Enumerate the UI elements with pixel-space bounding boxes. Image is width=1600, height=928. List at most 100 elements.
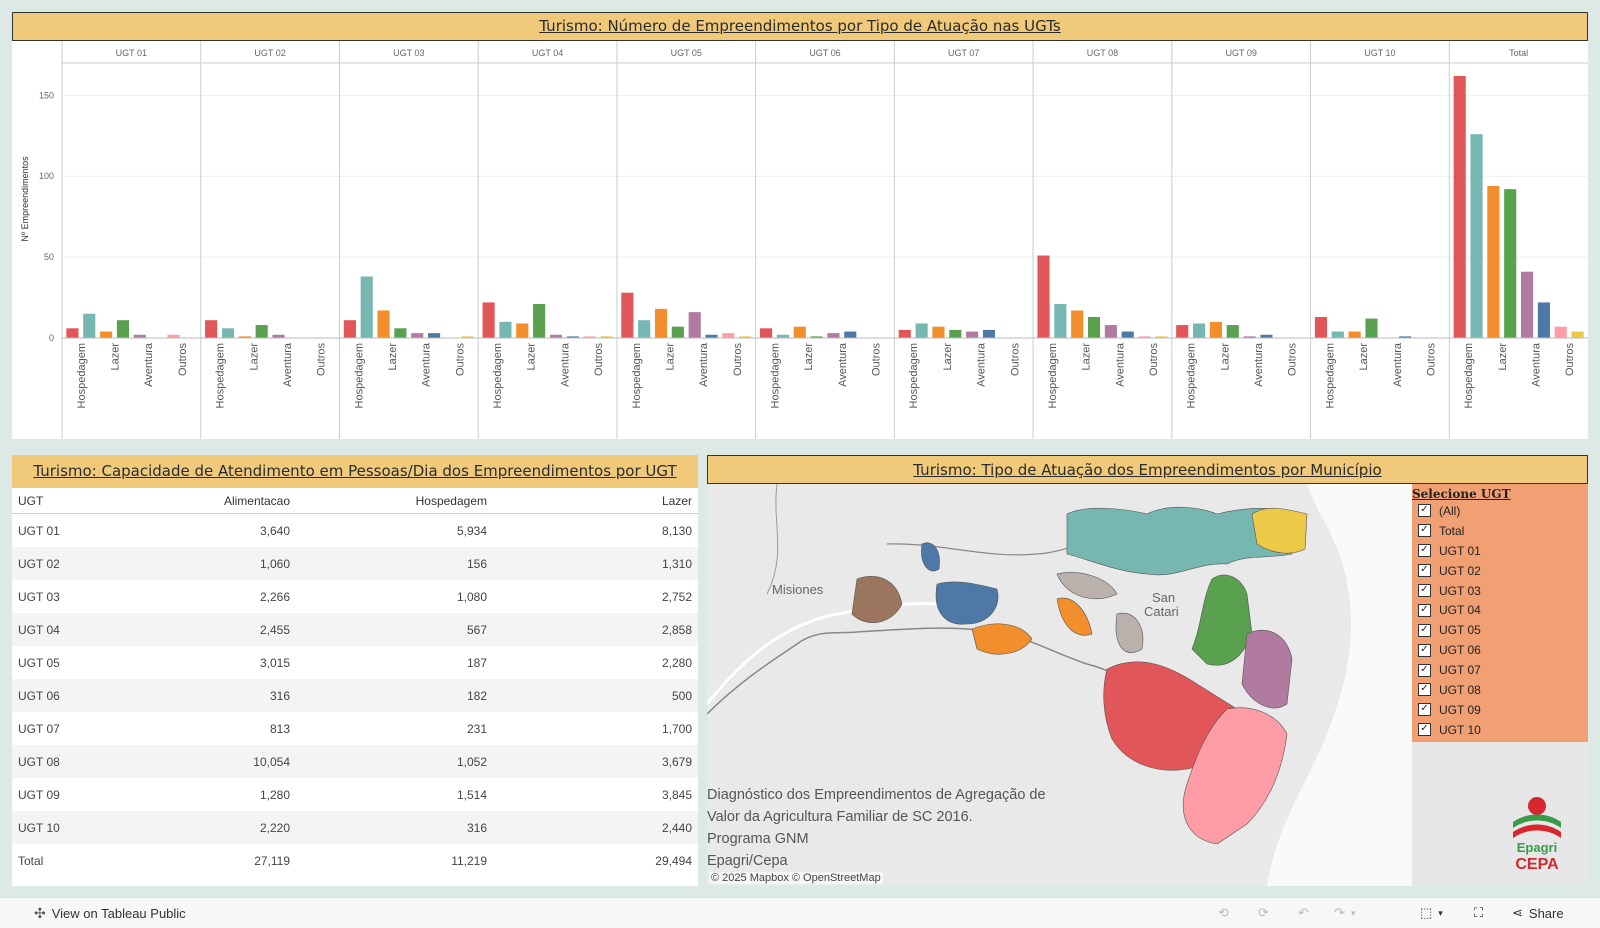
- bar: [1054, 304, 1067, 338]
- refresh-button[interactable]: ↷ ▾: [1334, 905, 1355, 921]
- cell-value: 8,130: [661, 523, 692, 538]
- region-ugt-orange[interactable]: [1056, 597, 1093, 636]
- cell-value: 1,514: [456, 787, 487, 802]
- tableau-icon: ✣: [34, 905, 46, 921]
- region-ugt-gray[interactable]: [1115, 612, 1144, 653]
- x-tick-label: Aventura: [837, 342, 849, 387]
- bar: [1487, 185, 1500, 338]
- checkbox-checked-icon[interactable]: ✓: [1418, 703, 1431, 717]
- panel-header-label: UGT 10: [1364, 48, 1395, 58]
- ocean: [1267, 484, 1412, 886]
- table-row[interactable]: UGT 09 1,280 1,514 3,845: [12, 778, 698, 811]
- checkbox-checked-icon[interactable]: ✓: [1418, 623, 1431, 637]
- redo-button[interactable]: ⟳: [1258, 905, 1269, 921]
- table-row[interactable]: UGT 03 2,266 1,080 2,752: [12, 580, 698, 613]
- view-on-tableau-link[interactable]: ✣ View on Tableau Public: [34, 905, 186, 922]
- fullscreen-button[interactable]: ⛶: [1474, 905, 1483, 921]
- region-ugt-orange[interactable]: [971, 623, 1033, 655]
- x-tick-label: Hospedagem: [1324, 343, 1336, 408]
- region-ugt-gray[interactable]: [1056, 572, 1118, 600]
- filter-option[interactable]: ✓ UGT 04: [1412, 600, 1588, 620]
- bar: [1260, 334, 1273, 338]
- table-row[interactable]: UGT 01 3,640 5,934 8,130: [12, 514, 698, 548]
- download-button[interactable]: ⬚ ▾: [1420, 905, 1443, 921]
- x-tick-label: Lazer: [110, 343, 122, 371]
- region-ugt-brown[interactable]: [851, 576, 903, 623]
- filter-option[interactable]: ✓ Total: [1412, 521, 1588, 541]
- bar: [428, 333, 441, 338]
- table-row[interactable]: UGT 05 3,015 187 2,280: [12, 646, 698, 679]
- checkbox-checked-icon[interactable]: ✓: [1418, 663, 1431, 677]
- view-on-tableau-label: View on Tableau Public: [51, 906, 186, 921]
- x-tick-label: Aventura: [698, 342, 710, 387]
- cell-value: 1,700: [661, 721, 692, 736]
- checkbox-checked-icon[interactable]: ✓: [1418, 524, 1431, 538]
- bar: [1037, 255, 1050, 338]
- checkbox-checked-icon[interactable]: ✓: [1418, 723, 1431, 737]
- table-row[interactable]: UGT 10 2,220 316 2,440: [12, 811, 698, 844]
- bar: [1176, 325, 1189, 338]
- capacity-table: UGT Alimentacao Hospedagem Lazer UGT 01 3…: [12, 488, 698, 877]
- checkbox-checked-icon[interactable]: ✓: [1418, 643, 1431, 657]
- table-row[interactable]: UGT 07 813 231 1,700: [12, 712, 698, 745]
- filter-option[interactable]: ✓ UGT 01: [1412, 541, 1588, 561]
- filter-option[interactable]: ✓ UGT 06: [1412, 640, 1588, 660]
- cell-value: 1,052: [296, 745, 493, 778]
- checkbox-checked-icon[interactable]: ✓: [1418, 544, 1431, 558]
- bar: [688, 312, 701, 338]
- filter-option[interactable]: ✓ (All): [1412, 501, 1588, 521]
- checkbox-checked-icon[interactable]: ✓: [1418, 603, 1431, 617]
- col-header-ugt: UGT: [12, 488, 119, 514]
- bar: [533, 304, 546, 338]
- checkbox-checked-icon[interactable]: ✓: [1418, 584, 1431, 597]
- region-ugt-blue[interactable]: [935, 581, 999, 625]
- cell-value: 2,752: [661, 589, 692, 604]
- map-panel[interactable]: Misiones San Catari Diagnóstico dos Empr…: [707, 484, 1588, 886]
- panel-header-label: UGT 04: [532, 48, 563, 58]
- filter-option[interactable]: ✓ UGT 03: [1412, 581, 1588, 601]
- filter-option[interactable]: ✓ UGT 07: [1412, 660, 1588, 680]
- table-row[interactable]: UGT 08 10,054 1,052 3,679: [12, 745, 698, 778]
- checkbox-checked-icon[interactable]: ✓: [1418, 683, 1431, 697]
- checkbox-checked-icon[interactable]: ✓: [1418, 564, 1431, 578]
- undo-button[interactable]: ⟲: [1218, 905, 1229, 921]
- x-tick-label: Lazer: [1081, 343, 1093, 371]
- region-ugt-pink[interactable]: [1183, 707, 1288, 845]
- bar: [255, 325, 268, 338]
- checkbox-checked-icon[interactable]: ✓: [1418, 504, 1431, 518]
- region-ugt-green[interactable]: [1191, 574, 1253, 666]
- label-misiones: Misiones: [772, 582, 824, 597]
- table-row[interactable]: UGT 04 2,455 567 2,858: [12, 613, 698, 646]
- table-row[interactable]: UGT 02 1,060 156 1,310: [12, 547, 698, 580]
- table-row[interactable]: Total 27,119 11,219 29,494: [12, 844, 698, 877]
- share-button[interactable]: ⋖ Share: [1512, 905, 1564, 921]
- ugt-filter[interactable]: Selecione UGT ✓ (All) ✓ Total ✓ UGT 01 ✓ UGT 02…: [1412, 484, 1588, 742]
- filter-option-label: UGT 02: [1439, 563, 1481, 578]
- filter-option[interactable]: ✓ UGT 08: [1412, 680, 1588, 700]
- region-ugt-yellow[interactable]: [1251, 507, 1308, 554]
- revert-button[interactable]: ↶: [1298, 905, 1309, 921]
- x-tick-label: Hospedagem: [769, 343, 781, 408]
- filter-option[interactable]: ✓ UGT 05: [1412, 620, 1588, 640]
- region-ugt-purple[interactable]: [1241, 629, 1293, 709]
- x-tick-label: Lazer: [664, 343, 676, 371]
- x-tick-label: Outros: [177, 343, 189, 377]
- filter-option[interactable]: ✓ UGT 09: [1412, 700, 1588, 720]
- filter-option[interactable]: ✓ UGT 10: [1412, 720, 1588, 740]
- x-tick-label: Aventura: [1253, 342, 1265, 387]
- region-ugt-blue[interactable]: [921, 542, 940, 572]
- caption-line: Valor da Agricultura Familiar de SC 2016…: [707, 809, 973, 825]
- tableau-toolbar: ✣ View on Tableau Public ⟲ ⟳ ↶ ↷ ▾ ⬚ ▾ ⛶ ⋖…: [0, 897, 1600, 928]
- table-row[interactable]: UGT 06 316 182 500: [12, 679, 698, 712]
- cell-ugt: UGT 05: [18, 655, 60, 670]
- municipality-map[interactable]: Misiones San Catari: [707, 484, 1412, 886]
- share-icon: ⋖: [1512, 905, 1523, 920]
- bar: [1138, 336, 1151, 338]
- region-ugt-teal[interactable]: [1066, 506, 1298, 576]
- map-attribution[interactable]: © 2025 Mapbox © OpenStreetMap: [709, 872, 883, 884]
- x-tick-label: Outros: [316, 343, 328, 377]
- bar: [1453, 75, 1466, 339]
- filter-option[interactable]: ✓ UGT 02: [1412, 561, 1588, 581]
- x-tick-label: Aventura: [976, 342, 988, 387]
- bar: [272, 334, 285, 338]
